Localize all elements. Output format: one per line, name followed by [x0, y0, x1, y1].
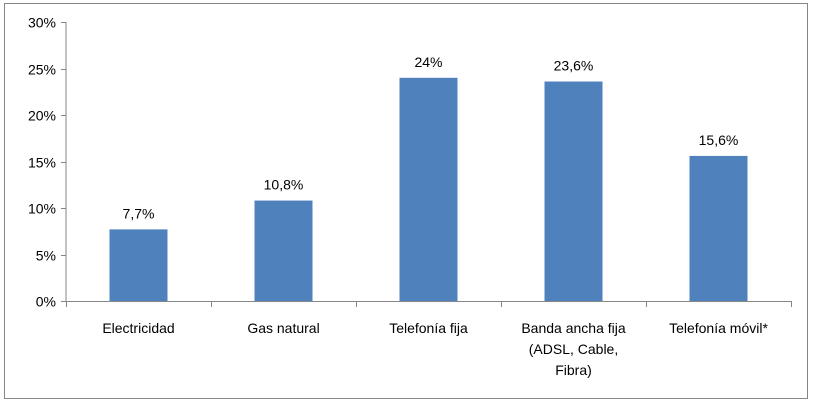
category-label: Electricidad	[102, 320, 174, 336]
y-tick-label: 5%	[36, 248, 56, 264]
data-label: 24%	[414, 54, 442, 70]
y-tick-label: 10%	[28, 201, 56, 217]
x-axis	[66, 301, 792, 307]
bar	[689, 155, 748, 301]
bar	[399, 77, 458, 301]
category-label: Fibra)	[555, 362, 592, 378]
bar	[254, 200, 313, 301]
category-labels: Electricidad Gas natural Telefonía fija Ban…	[102, 320, 768, 378]
category-label: Telefonía móvil*	[669, 320, 768, 336]
y-tick-label: 30%	[28, 15, 56, 31]
category-label: Gas natural	[247, 320, 319, 336]
y-axis: 0% 5% 10% 15% 20% 25% 30%	[28, 15, 67, 310]
data-label: 15,6%	[699, 132, 739, 148]
category-label: Telefonía fija	[389, 320, 468, 336]
data-label: 10,8%	[264, 177, 304, 193]
y-tick-label: 20%	[28, 108, 56, 124]
bar	[544, 81, 603, 302]
y-tick-label: 0%	[36, 294, 56, 310]
category-label: (ADSL, Cable,	[529, 341, 618, 357]
y-tick-label: 15%	[28, 155, 56, 171]
data-label: 7,7%	[123, 205, 155, 221]
bar	[109, 229, 168, 301]
data-labels: 7,7% 10,8% 24% 23,6% 15,6%	[123, 54, 739, 222]
bars	[109, 77, 748, 302]
category-label: Banda ancha fija	[521, 320, 626, 336]
y-tick-label: 25%	[28, 62, 56, 78]
data-label: 23,6%	[554, 58, 594, 74]
